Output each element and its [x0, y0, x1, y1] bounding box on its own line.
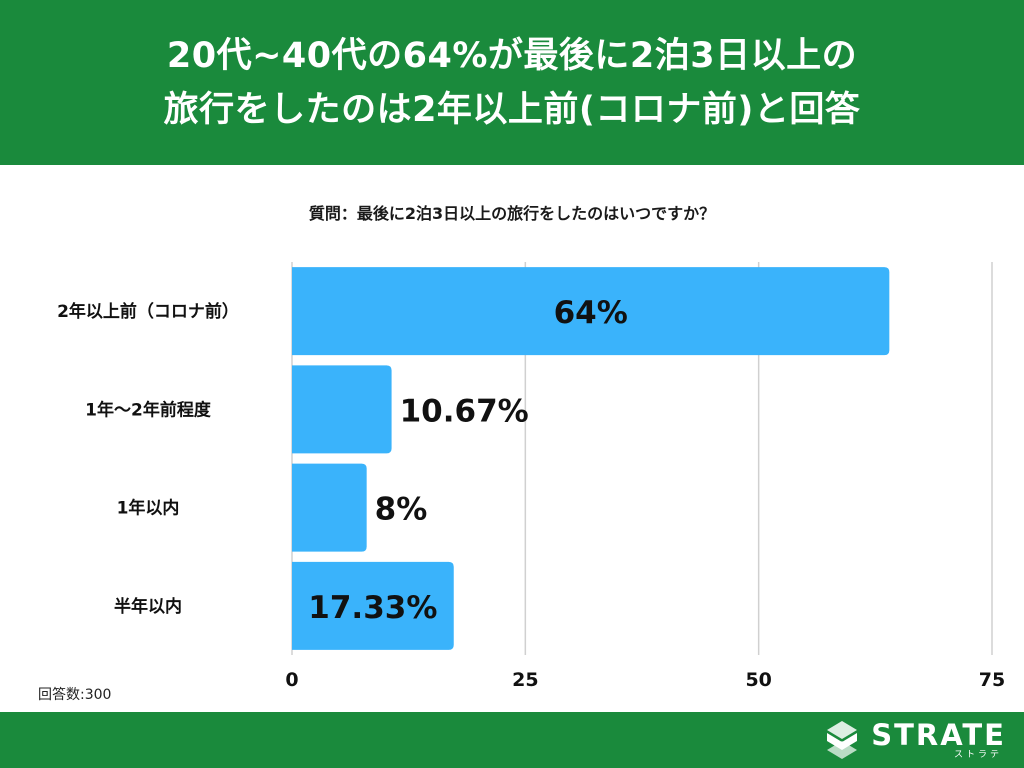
bar: [292, 463, 367, 552]
question-text: 質問：最後に2泊3日以上の旅行をしたのはいつですか？: [308, 204, 716, 223]
data-label: 10.67%: [400, 393, 529, 429]
header-banner: 20代~40代の64%が最後に2泊3日以上の 旅行をしたのは2年以上前(コロナ前…: [0, 0, 1024, 165]
bar: [292, 267, 890, 356]
category-label: 2年以上前（コロナ前）: [57, 301, 239, 322]
x-tick-label: 0: [285, 669, 298, 691]
title-line-2: 旅行をしたのは2年以上前(コロナ前)と回答: [163, 89, 861, 130]
bar: [292, 365, 392, 454]
brand-word: STRATE: [871, 718, 1006, 752]
brand-logo: STRATE ストラテ: [821, 718, 1006, 762]
category-label: 1年～2年前程度: [85, 399, 212, 420]
x-tick-label: 25: [512, 669, 538, 691]
brand-kana: ストラテ: [953, 750, 1002, 760]
category-label: 1年以内: [117, 498, 180, 519]
x-tick-label: 75: [979, 669, 1005, 691]
data-label: 8%: [375, 492, 428, 528]
sample-size-label: 回答数:300: [38, 687, 112, 703]
data-label: 17.33%: [308, 590, 437, 626]
strate-logo-icon: [827, 721, 858, 759]
bar: [292, 561, 454, 650]
x-tick-label: 50: [745, 669, 771, 691]
title-line-1: 20代~40代の64%が最後に2泊3日以上の: [166, 35, 858, 76]
data-label: 64%: [554, 295, 628, 331]
category-label: 半年以内: [114, 596, 182, 617]
